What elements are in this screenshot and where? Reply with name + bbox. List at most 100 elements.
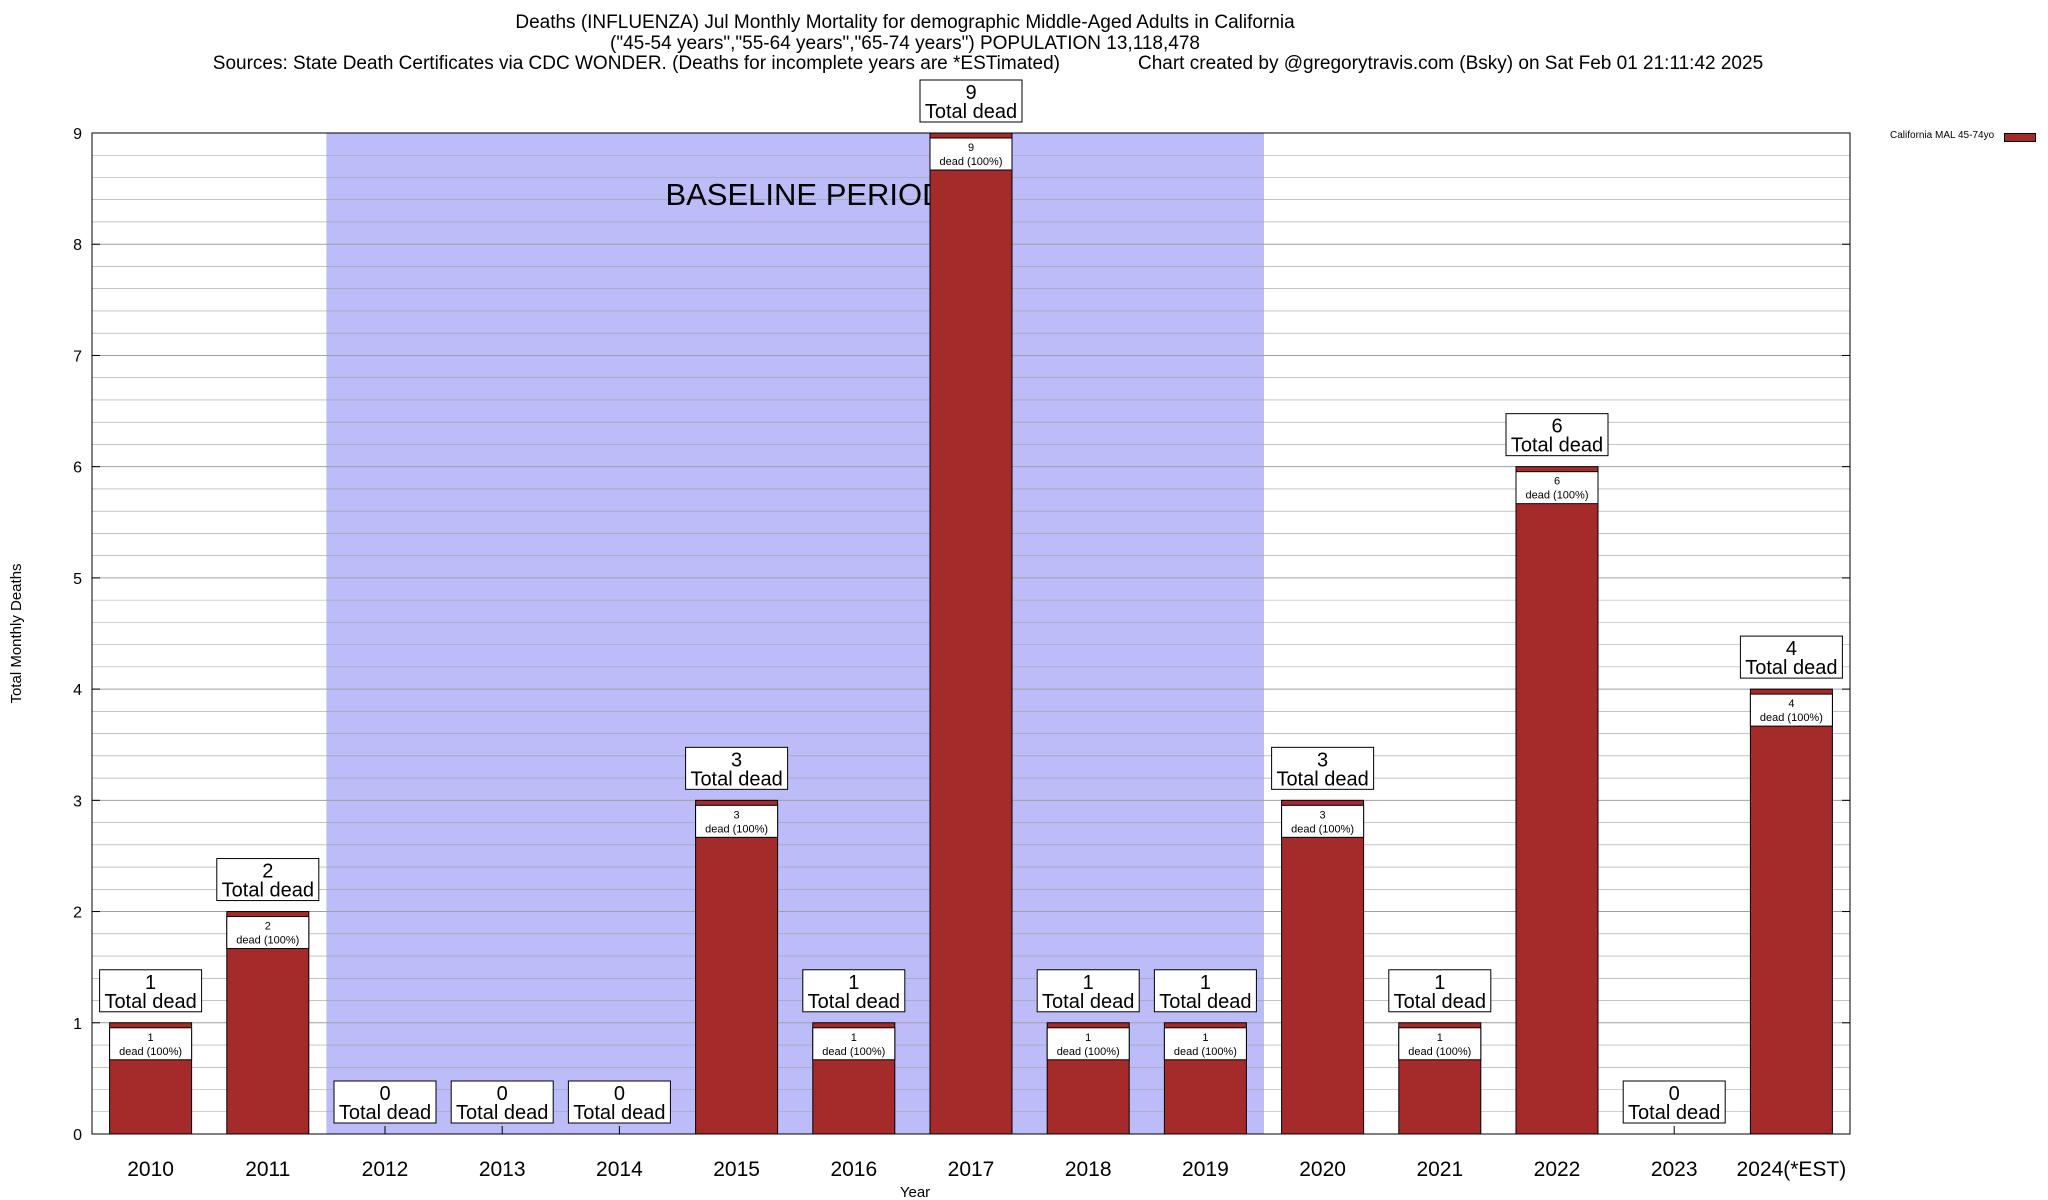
legend-label: California MAL 45-74yo [1890,130,1995,141]
inner-percent-label: dead (100%) [1760,712,1823,724]
total-label-box [1036,969,1140,1013]
inner-label-box [1398,1027,1482,1061]
x-tick-label: 2019 [1182,1158,1229,1181]
inner-label-box [226,916,310,950]
total-value-label: 3 [731,749,742,771]
chart-sources: Sources: State Death Certificates via CD… [212,53,1060,74]
inner-value-label: 3 [1320,809,1326,821]
total-value-label: 0 [1669,1083,1680,1105]
total-value-label: 0 [614,1083,625,1105]
inner-value-label: 1 [851,1032,857,1044]
total-label-box [802,969,906,1013]
total-label-box [450,1080,554,1124]
total-dead-label: Total dead [1745,657,1837,679]
inner-value-label: 1 [1202,1032,1208,1044]
total-value-label: 4 [1786,638,1797,660]
x-axis-label: Year [900,1184,930,1200]
bar [1281,799,1365,1135]
total-dead-label: Total dead [573,1102,665,1124]
total-value-label: 3 [1317,749,1328,771]
total-label-box [685,746,789,790]
inner-percent-label: dead (100%) [1291,823,1354,835]
inner-percent-label: dead (100%) [236,935,299,947]
total-value-label: 9 [965,82,976,104]
total-value-label: 1 [1200,972,1211,994]
total-dead-label: Total dead [1628,1102,1720,1124]
total-dead-label: Total dead [1042,991,1134,1013]
baseline-label: BASELINE PERIOD [665,177,944,212]
bar [929,132,1013,1135]
total-value-label: 1 [1083,972,1094,994]
inner-label-box [1749,693,1833,727]
total-value-label: 2 [262,861,273,883]
x-tick-label: 2013 [479,1158,526,1181]
y-tick-label: 4 [73,682,82,699]
inner-percent-label: dead (100%) [1526,490,1589,502]
inner-value-label: 1 [148,1032,154,1044]
total-value-label: 0 [497,1083,508,1105]
inner-label-box [1281,804,1365,838]
total-dead-label: Total dead [1276,768,1368,790]
total-dead-label: Total dead [104,991,196,1013]
total-dead-label: Total dead [1511,435,1603,457]
inner-label-box [1515,471,1599,505]
total-value-label: 1 [848,972,859,994]
total-label-box [567,1080,671,1124]
y-tick-label: 5 [73,571,82,588]
inner-label-box [109,1027,193,1061]
inner-value-label: 1 [1085,1032,1091,1044]
chart-credit: Chart created by @gregorytravis.com (Bsk… [1138,53,1764,74]
inner-percent-label: dead (100%) [705,823,768,835]
inner-value-label: 2 [265,921,271,933]
y-tick-label: 0 [73,1127,82,1144]
total-value-label: 1 [1434,972,1445,994]
total-label-box [216,858,320,902]
total-label-box [333,1080,437,1124]
total-dead-label: Total dead [222,880,314,902]
inner-label-box [929,137,1013,171]
inner-percent-label: dead (100%) [1174,1046,1237,1058]
total-dead-label: Total dead [1394,991,1486,1013]
x-tick-label: 2014 [596,1158,643,1181]
y-tick-label: 8 [73,237,82,254]
y-tick-label: 6 [73,460,82,477]
total-label-box [919,79,1023,123]
total-label-box [1271,746,1375,790]
total-dead-label: Total dead [808,991,900,1013]
inner-label-box [812,1027,896,1061]
x-tick-label: 2022 [1534,1158,1581,1181]
bar [1749,688,1833,1135]
total-dead-label: Total dead [339,1102,431,1124]
y-tick-label: 1 [73,1016,82,1033]
x-tick-label: 2010 [127,1158,174,1181]
y-axis-label: Total Monthly Deaths [8,563,25,703]
inner-value-label: 1 [1437,1032,1443,1044]
x-tick-label: 2020 [1299,1158,1346,1181]
inner-label-box [1163,1027,1247,1061]
y-tick-label: 7 [73,348,82,365]
inner-percent-label: dead (100%) [940,156,1003,168]
inner-label-box [1046,1027,1130,1061]
total-label-box [1388,969,1492,1013]
total-label-box [1505,413,1609,457]
chart-title: Deaths (INFLUENZA) Jul Monthly Mortality… [515,12,1295,33]
x-tick-label: 2016 [830,1158,877,1181]
x-tick-label: 2023 [1651,1158,1698,1181]
x-tick-label: 2017 [948,1158,995,1181]
x-tick-label: 2021 [1416,1158,1463,1181]
total-dead-label: Total dead [1159,991,1251,1013]
total-label-box [1153,969,1257,1013]
total-dead-label: Total dead [456,1102,548,1124]
inner-value-label: 3 [734,809,740,821]
total-label-box [1622,1080,1726,1124]
total-dead-label: Total dead [690,768,782,790]
inner-value-label: 4 [1788,698,1794,710]
inner-percent-label: dead (100%) [822,1046,885,1058]
total-label-box [99,969,203,1013]
inner-value-label: 9 [968,142,974,154]
inner-value-label: 6 [1554,476,1560,488]
inner-percent-label: dead (100%) [119,1046,182,1058]
total-dead-label: Total dead [925,101,1017,123]
y-tick-label: 3 [73,793,82,810]
